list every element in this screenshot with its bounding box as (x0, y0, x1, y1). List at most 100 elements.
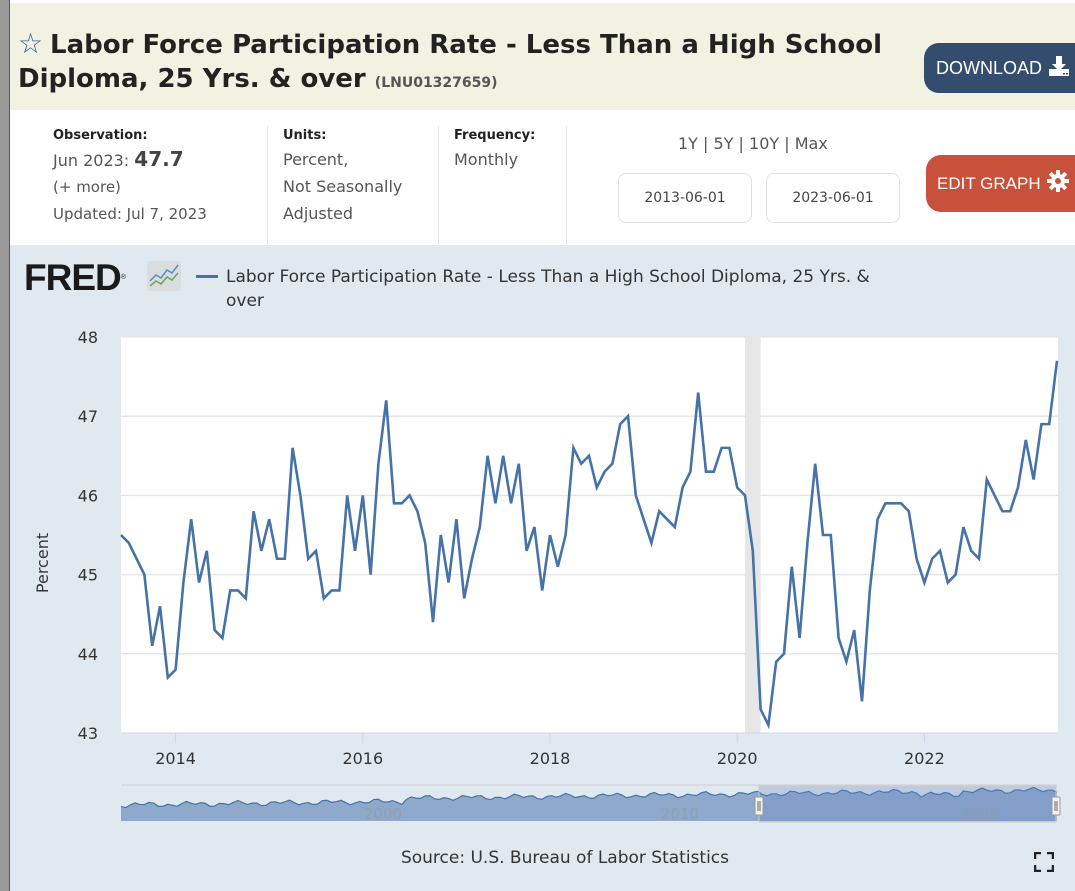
data-point (383, 397, 389, 403)
data-point (586, 453, 592, 459)
range-max[interactable]: Max (794, 134, 828, 153)
x-tick-label: 2018 (530, 749, 571, 768)
data-point (656, 508, 662, 514)
data-point (672, 524, 678, 530)
data-point (695, 389, 701, 395)
data-point (602, 469, 608, 475)
data-point (407, 492, 413, 498)
data-point (765, 722, 771, 728)
frequency-block: Frequency: Monthly (454, 126, 535, 173)
data-point (321, 595, 327, 601)
fullscreen-icon[interactable] (1033, 851, 1055, 873)
data-point (875, 516, 881, 522)
y-tick-label: 44 (78, 645, 98, 664)
data-point (290, 445, 296, 451)
observation-label: Observation: (53, 128, 148, 143)
data-point (430, 619, 436, 625)
data-point (945, 580, 951, 586)
data-point (438, 532, 444, 538)
data-point (859, 698, 865, 704)
navigator-selection[interactable] (758, 785, 1057, 823)
data-point (329, 587, 335, 593)
legend-label[interactable]: Labor Force Participation Rate - Less Th… (226, 267, 870, 311)
page-title: ☆ Labor Force Participation Rate - Less T… (18, 27, 908, 100)
fred-logo-text: FRED (24, 257, 122, 298)
units-line: Percent, (283, 150, 349, 169)
registered-mark: ® (120, 274, 126, 281)
legend-swatch (196, 275, 218, 278)
data-point (711, 469, 717, 475)
data-point (141, 572, 147, 578)
data-point (1046, 421, 1052, 427)
more-observations-link[interactable]: (+ more) (53, 178, 121, 196)
divider (267, 126, 268, 244)
data-point (492, 500, 498, 506)
data-point (563, 532, 569, 538)
range-5y[interactable]: 5Y (713, 134, 734, 153)
data-point (212, 627, 218, 633)
divider (438, 126, 439, 244)
y-tick-label: 47 (78, 407, 98, 426)
top-strip (10, 0, 1075, 3)
download-button[interactable]: DOWNLOAD (924, 43, 1075, 93)
data-point (555, 564, 561, 570)
data-point (648, 540, 654, 546)
range-1y[interactable]: 1Y (678, 134, 698, 153)
data-point (531, 524, 537, 530)
units-label: Units: (283, 128, 327, 143)
y-axis-label: Percent (33, 533, 52, 593)
data-point (781, 651, 787, 657)
fred-logo[interactable]: FRED® (24, 257, 126, 298)
navigator-tick-label: 2010 (661, 805, 699, 823)
data-point (508, 500, 514, 506)
data-point (937, 548, 943, 554)
data-point (399, 500, 405, 506)
navigator-tick-label: 2000 (364, 805, 402, 823)
data-point (758, 706, 764, 712)
data-point (797, 635, 803, 641)
data-point (742, 492, 748, 498)
window-edge (0, 0, 10, 891)
download-icon (1048, 55, 1070, 82)
star-outline-icon[interactable]: ☆ (18, 27, 44, 60)
frequency-label: Frequency: (454, 128, 536, 143)
data-point (282, 556, 288, 562)
data-point (391, 500, 397, 506)
range-10y[interactable]: 10Y (749, 134, 780, 153)
data-point (820, 532, 826, 538)
data-point (882, 500, 888, 506)
series-header: ☆ Labor Force Participation Rate - Less T… (10, 3, 1075, 110)
x-tick-label: 2020 (717, 749, 758, 768)
data-point (750, 548, 756, 554)
separator: | (733, 134, 750, 153)
data-point (414, 508, 420, 514)
data-point (664, 516, 670, 522)
data-point (547, 532, 553, 538)
data-point (680, 484, 686, 490)
x-tick-label: 2014 (155, 749, 196, 768)
range-selector: 1Y | 5Y | 10Y | Max (678, 134, 828, 153)
data-point (524, 548, 530, 554)
start-date-input[interactable] (618, 173, 752, 223)
data-point (1031, 477, 1037, 483)
data-point (641, 516, 647, 522)
data-point (368, 572, 374, 578)
download-label: DOWNLOAD (936, 57, 1043, 78)
navigator-handle[interactable] (1051, 796, 1061, 816)
data-point (812, 461, 818, 467)
data-point (243, 595, 249, 601)
data-point (968, 548, 974, 554)
data-point (1015, 484, 1021, 490)
edit-graph-button[interactable]: EDIT GRAPH (926, 155, 1075, 212)
data-point (687, 469, 693, 475)
data-point (157, 603, 163, 609)
frequency-value: Monthly (454, 150, 519, 169)
data-point (617, 421, 623, 427)
fred-chart-icon (147, 261, 181, 291)
series-meta: Observation: Jun 2023: 47.7 (+ more) Upd… (10, 110, 1075, 245)
data-point (258, 548, 264, 554)
end-date-input[interactable] (766, 173, 900, 223)
navigator-handle[interactable] (754, 796, 764, 816)
data-point (929, 556, 935, 562)
data-point (219, 635, 225, 641)
